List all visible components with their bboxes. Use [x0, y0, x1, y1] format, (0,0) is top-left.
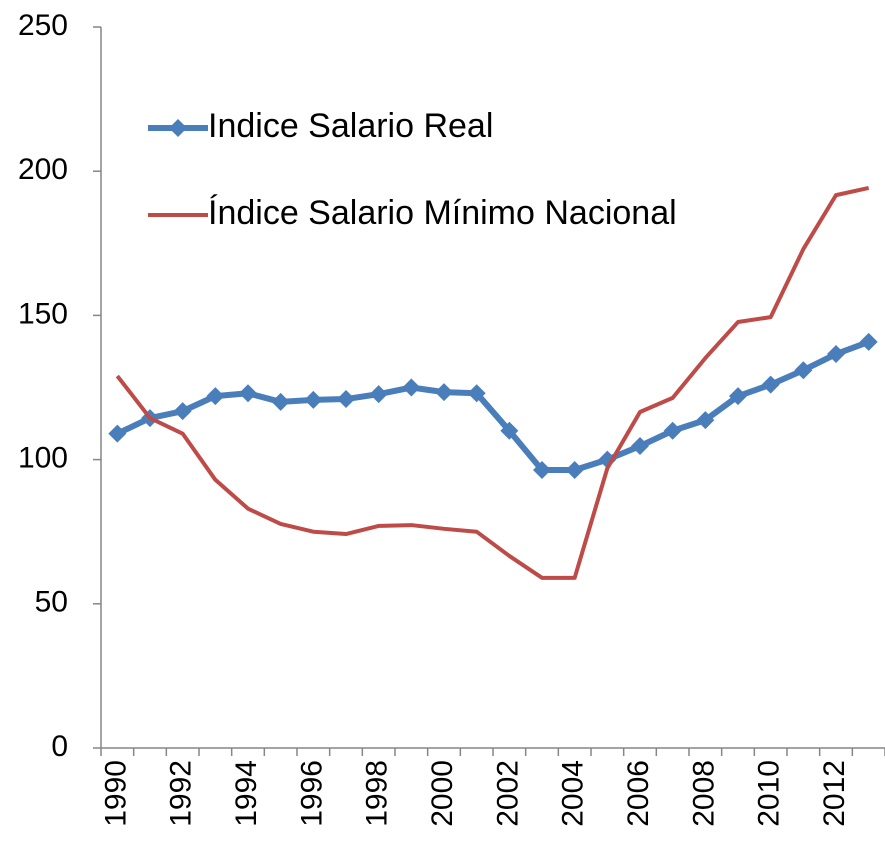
marker: [696, 411, 715, 430]
marker: [729, 387, 747, 406]
x-tick-label: 1998: [361, 760, 394, 827]
y-tick-label: 150: [18, 297, 68, 330]
x-tick-label: 2008: [687, 760, 720, 827]
marker: [859, 332, 878, 351]
series-line: [116, 339, 870, 473]
marker: [337, 390, 355, 409]
y-tick-label: 200: [18, 153, 68, 186]
marker: [369, 385, 388, 404]
marker: [173, 402, 192, 421]
x-tick-label: 2004: [557, 760, 590, 827]
marker: [761, 375, 780, 394]
marker: [663, 421, 682, 440]
marker: [631, 437, 649, 456]
legend-label: Índice Salario Mínimo Nacional: [208, 194, 677, 232]
marker: [206, 387, 225, 406]
series-line: [115, 185, 870, 580]
marker: [108, 424, 127, 443]
marker: [467, 384, 486, 403]
marker: [794, 361, 813, 380]
marker: [827, 345, 845, 364]
x-tick-label: 2010: [753, 760, 786, 827]
marker: [304, 390, 323, 409]
marker: [500, 421, 519, 440]
x-tick-label: 2012: [818, 760, 851, 827]
marker: [565, 460, 584, 479]
y-tick-label: 50: [35, 586, 68, 619]
x-tick-label: 2002: [491, 760, 524, 827]
x-tick-label: 1996: [295, 760, 328, 827]
x-tick-label: 1994: [230, 760, 263, 827]
legend-label: Indice Salario Real: [208, 107, 493, 145]
y-tick-label: 0: [51, 730, 68, 763]
x-tick-label: 2006: [622, 760, 655, 827]
x-tick-label: 1990: [99, 760, 132, 827]
marker: [402, 378, 421, 397]
marker: [435, 383, 453, 402]
x-tick-label: 2000: [426, 760, 459, 827]
legend-marker: [169, 119, 187, 137]
marker: [533, 460, 551, 479]
y-tick-label: 250: [18, 9, 68, 42]
y-tick-label: 100: [18, 442, 68, 475]
marker: [271, 392, 290, 411]
x-tick-label: 1992: [165, 760, 198, 827]
marker: [239, 384, 257, 403]
